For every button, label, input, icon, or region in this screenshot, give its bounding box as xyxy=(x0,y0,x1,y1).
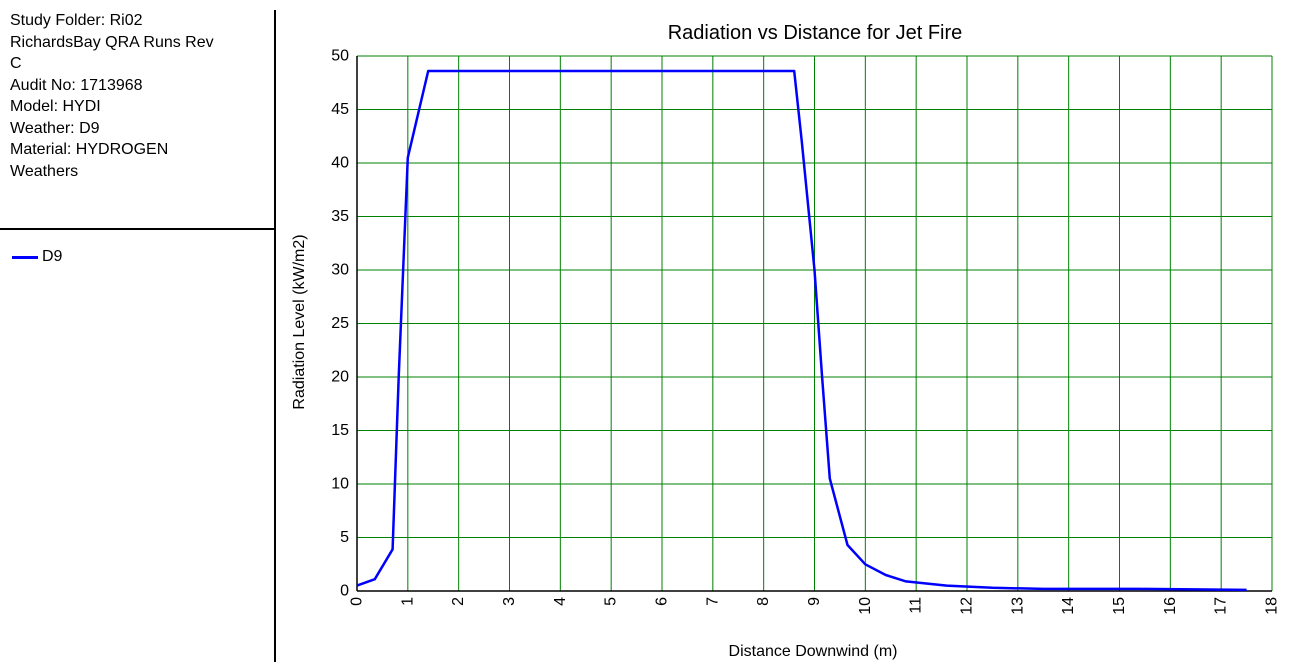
x-tick-label: 8 xyxy=(755,597,772,606)
info-study-folder-rev: C xyxy=(10,55,22,72)
info-audit-no: Audit No: 1713968 xyxy=(10,76,143,94)
chart-title: Radiation vs Distance for Jet Fire xyxy=(668,22,963,44)
x-tick-label: 0 xyxy=(349,597,366,606)
y-tick-label: 10 xyxy=(331,476,349,493)
info-study-folder: Study Folder: Ri02 xyxy=(10,12,143,29)
y-axis-title: Radiation Level (kW/m2) xyxy=(291,234,308,409)
legend-label-d9: D9 xyxy=(42,248,63,265)
y-tick-label: 30 xyxy=(331,262,349,279)
y-tick-label: 5 xyxy=(340,529,349,546)
info-model: Model: HYDI xyxy=(10,98,101,115)
x-tick-label: 5 xyxy=(603,597,620,606)
study-info-panel: Study Folder: Ri02 RichardsBay QRA Runs … xyxy=(10,10,272,182)
y-tick-label: 35 xyxy=(331,208,349,225)
info-material: Material: HYDROGEN xyxy=(10,141,169,158)
x-tick-label: 2 xyxy=(450,597,467,606)
info-study-folder-cont: RichardsBay QRA Runs Rev xyxy=(10,33,214,51)
x-tick-label: 4 xyxy=(552,597,569,606)
grid-layer xyxy=(356,55,1273,592)
x-tick-labels: 0 1 2 3 4 5 6 7 8 9 10 11 12 13 14 15 16 17 18 xyxy=(349,597,1281,615)
y-tick-label: 50 xyxy=(331,48,349,65)
x-tick-label: 9 xyxy=(806,597,823,606)
y-tick-label: 45 xyxy=(331,101,349,118)
info-weather: Weather: D9 xyxy=(10,119,100,137)
x-tick-label: 13 xyxy=(1009,597,1026,615)
info-weathers: Weathers xyxy=(10,162,79,180)
y-tick-label: 25 xyxy=(331,315,349,332)
x-tick-label: 1 xyxy=(399,597,416,606)
legend-swatch-d9 xyxy=(12,255,38,259)
y-tick-label: 0 xyxy=(340,583,349,600)
x-tick-label: 15 xyxy=(1111,597,1128,615)
x-tick-label: 16 xyxy=(1162,597,1179,615)
x-axis-title: Distance Downwind (m) xyxy=(729,643,898,660)
x-tick-label: 6 xyxy=(654,597,671,606)
y-tick-label: 40 xyxy=(331,155,349,172)
y-tick-label: 15 xyxy=(331,422,349,439)
x-tick-label: 3 xyxy=(501,597,518,606)
legend: D9 xyxy=(12,248,62,266)
x-tick-label: 10 xyxy=(857,597,874,615)
x-tick-label: 17 xyxy=(1213,597,1230,615)
y-tick-label: 20 xyxy=(331,369,349,386)
x-tick-label: 14 xyxy=(1060,597,1077,615)
panel-chart-divider xyxy=(274,10,276,662)
info-legend-divider xyxy=(0,228,275,230)
series-line-d9 xyxy=(356,69,1247,592)
y-tick-labels: 0 5 10 15 20 25 30 35 40 45 50 xyxy=(331,48,349,600)
x-tick-label: 7 xyxy=(704,597,721,606)
x-tick-label: 11 xyxy=(908,597,925,614)
x-tick-label: 18 xyxy=(1264,597,1281,615)
x-tick-label: 12 xyxy=(959,597,976,615)
